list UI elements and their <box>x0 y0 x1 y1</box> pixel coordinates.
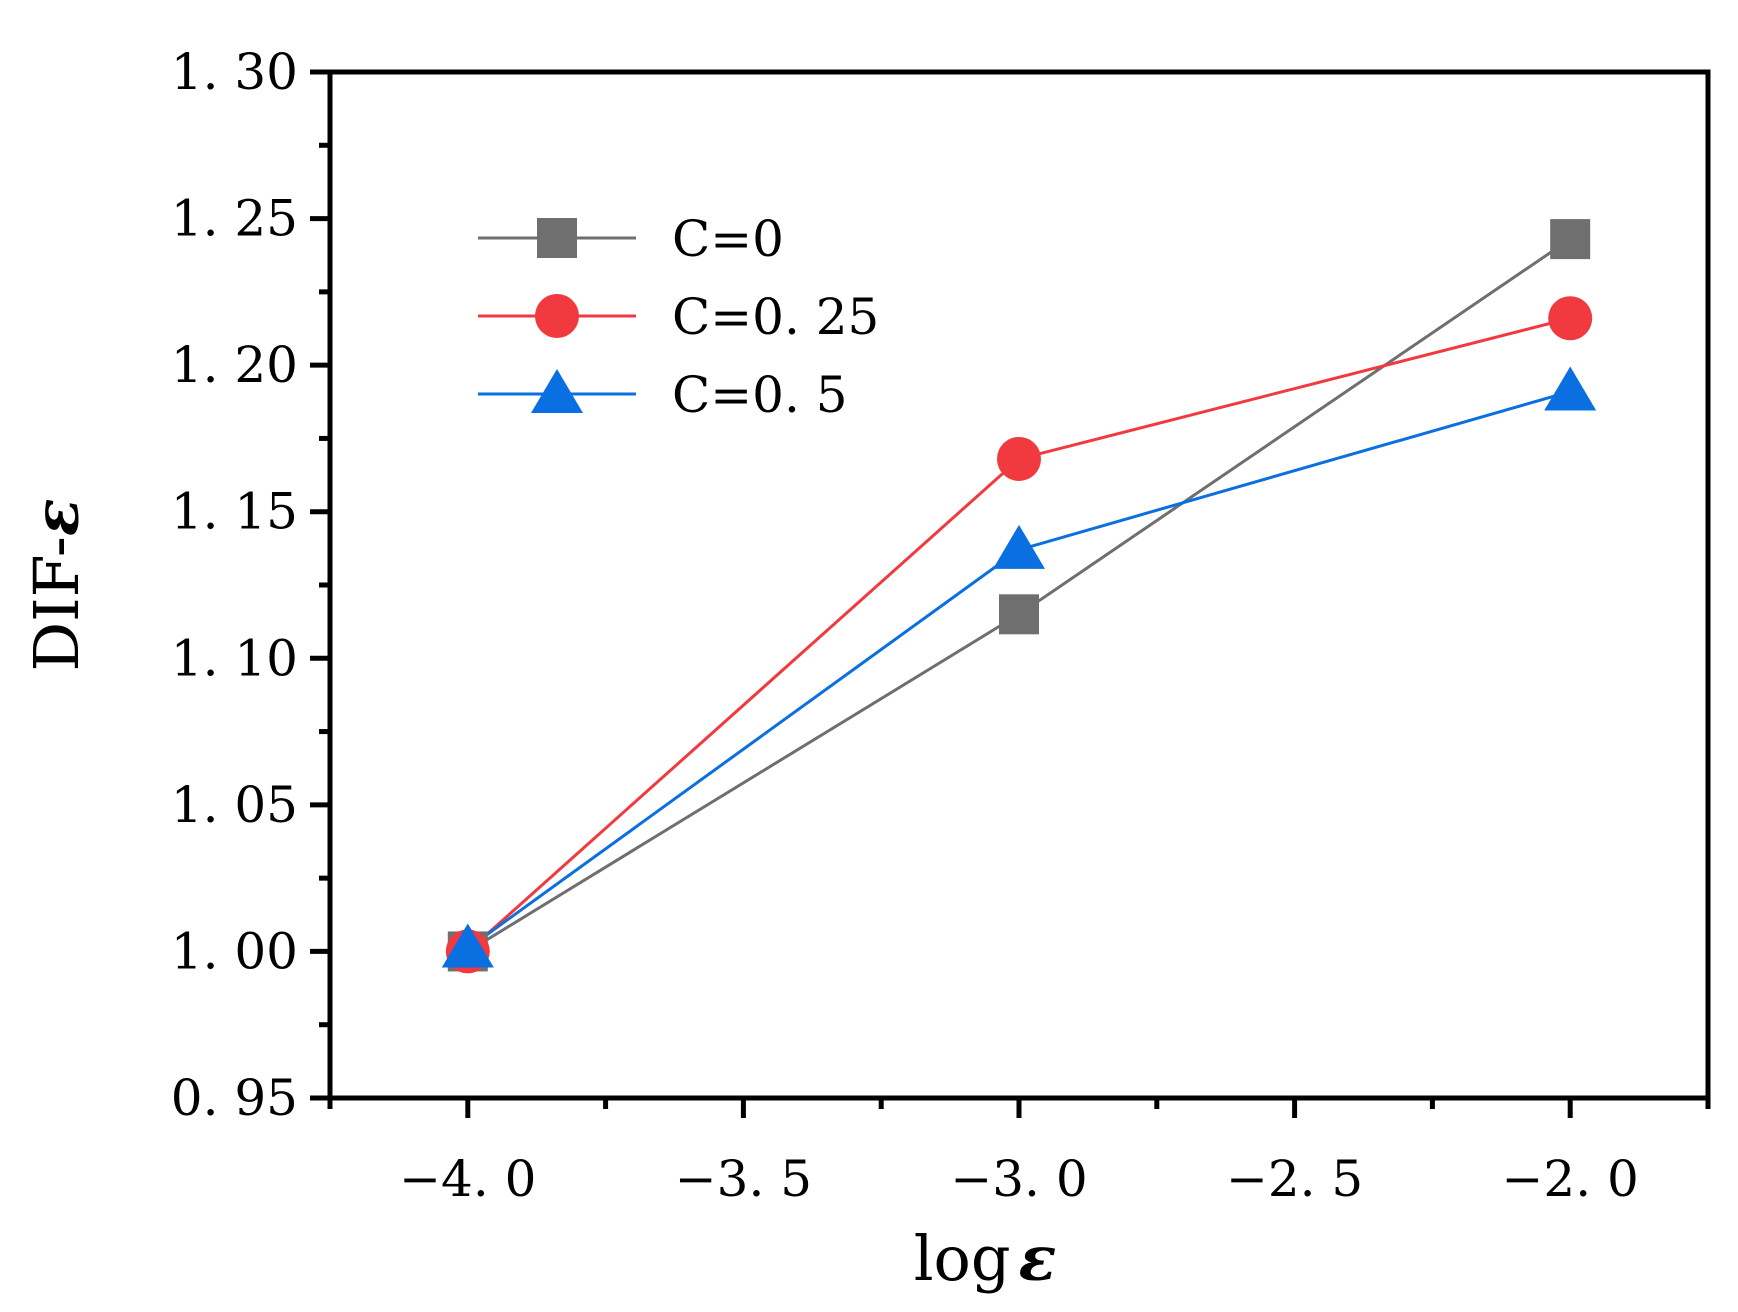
x-axis-title-symbol: ε <box>1019 1222 1057 1295</box>
y-tick-label: 1. 10 <box>171 629 298 687</box>
legend: C=0 C=0. 25 C=0. 5 <box>478 210 879 424</box>
y-axis-title-prefix: DIF- <box>20 536 93 671</box>
y-tick-label: 1. 00 <box>171 922 298 980</box>
data-point-series-0 <box>1550 219 1591 260</box>
y-tick-label: 1. 15 <box>171 483 298 541</box>
x-tick-label: −3. 5 <box>675 1150 812 1208</box>
y-axis-title: DIF-ε <box>20 498 93 671</box>
data-point-series-2 <box>993 524 1045 569</box>
y-tick-label: 1. 20 <box>171 336 298 394</box>
x-axis-ticks: −4. 0 −3. 5 −3. 0 −2. 5 −2. 0 <box>327 1098 1711 1208</box>
legend-marker <box>535 294 579 338</box>
legend-marker <box>531 369 583 413</box>
legend-marker <box>537 218 577 258</box>
y-tick-label: 1. 30 <box>171 43 298 101</box>
data-point-series-2 <box>1544 366 1597 411</box>
x-axis-title-prefix: log <box>914 1222 1011 1295</box>
x-axis-title: log ε <box>914 1222 1057 1295</box>
x-tick-label: −2. 0 <box>1502 1150 1639 1208</box>
x-tick-label: −4. 0 <box>399 1150 536 1208</box>
data-point-series-1 <box>997 436 1041 481</box>
series-line-1 <box>466 316 1571 953</box>
plot-frame <box>327 69 1711 1101</box>
y-axis-title-symbol: ε <box>20 498 93 536</box>
plot-markers <box>441 219 1597 974</box>
legend-label: C=0 <box>672 210 784 268</box>
legend-label: C=0. 25 <box>672 288 879 346</box>
data-point-series-2 <box>441 923 494 968</box>
x-tick-label: −3. 0 <box>950 1150 1087 1208</box>
y-tick-label: 1. 05 <box>171 776 298 834</box>
data-point-series-0 <box>999 594 1039 635</box>
y-tick-label: 0. 95 <box>171 1069 298 1127</box>
x-tick-label: −2. 5 <box>1226 1150 1363 1208</box>
y-axis-ticks: 0. 95 1. 00 1. 05 1. 10 1. 15 1. 20 1. 25 1. 30 <box>171 43 330 1127</box>
y-tick-label: 1. 25 <box>171 190 298 248</box>
data-point-series-1 <box>1548 296 1593 341</box>
legend-label: C=0. 5 <box>672 366 848 424</box>
